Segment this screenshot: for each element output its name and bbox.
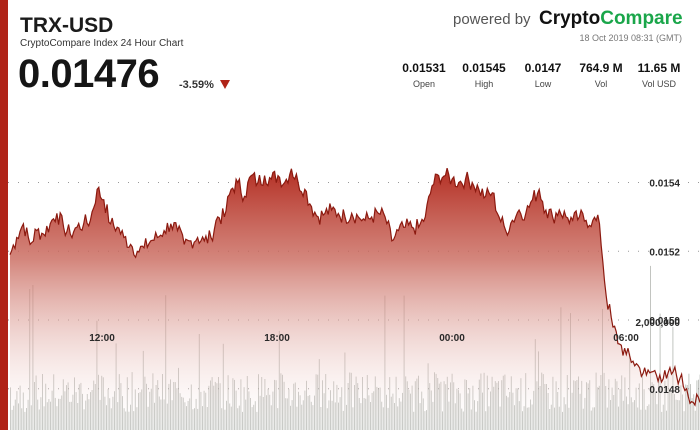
timestamp: 18 Oct 2019 08:31 (GMT) [579,33,682,43]
stat-label: Vol [594,79,608,89]
x-tick-label: 12:00 [89,333,115,344]
volume-tick-label: 2,000,000 [636,318,681,329]
current-price: 0.01476 [18,52,160,96]
x-tick-label: 18:00 [264,333,290,344]
y-tick-label: 0.0148 [649,385,680,396]
x-tick-label: 00:00 [439,333,465,344]
brand-crypto: Crypto [539,8,601,29]
price-line [9,167,700,407]
pair-title: TRX-USD [20,14,114,37]
y-tick-label: 0.0154 [649,179,680,190]
stat-label: Vol USD [641,79,676,89]
y-tick-label: 0.0152 [649,247,680,258]
stat-value: 0.0147 [524,61,562,75]
stat-value: 11.65 M [637,61,681,75]
stat-vol: 764.9 M Vol [571,61,631,89]
stat-value: 764.9 M [579,61,623,75]
stat-low: 0.0147 Low [513,61,573,89]
powered-by-label: powered by [453,11,531,28]
stat-high: 0.01545 High [454,61,514,89]
volume-bar [659,313,661,430]
x-tick-label: 06:00 [613,333,639,344]
brand-compare: Compare [600,8,683,29]
brand-logo[interactable]: CryptoCompare [539,8,683,30]
y-tick-label: 0.0150 [649,316,680,327]
volume-bar [650,265,651,430]
stat-vol-usd: 11.65 M Vol USD [629,61,689,89]
stat-open: 0.01531 Open [394,61,454,89]
stat-value: 0.01531 [402,61,446,75]
stat-label: Open [412,79,436,89]
stat-label: High [474,79,494,89]
accent-bar [0,0,8,430]
price-area [10,168,700,430]
chart-subtitle: CryptoCompare Index 24 Hour Chart [20,38,184,49]
stat-value: 0.01545 [462,61,506,75]
stat-label: Low [534,79,552,89]
down-arrow-icon [220,80,230,89]
price-change: -3.59% [179,79,214,91]
